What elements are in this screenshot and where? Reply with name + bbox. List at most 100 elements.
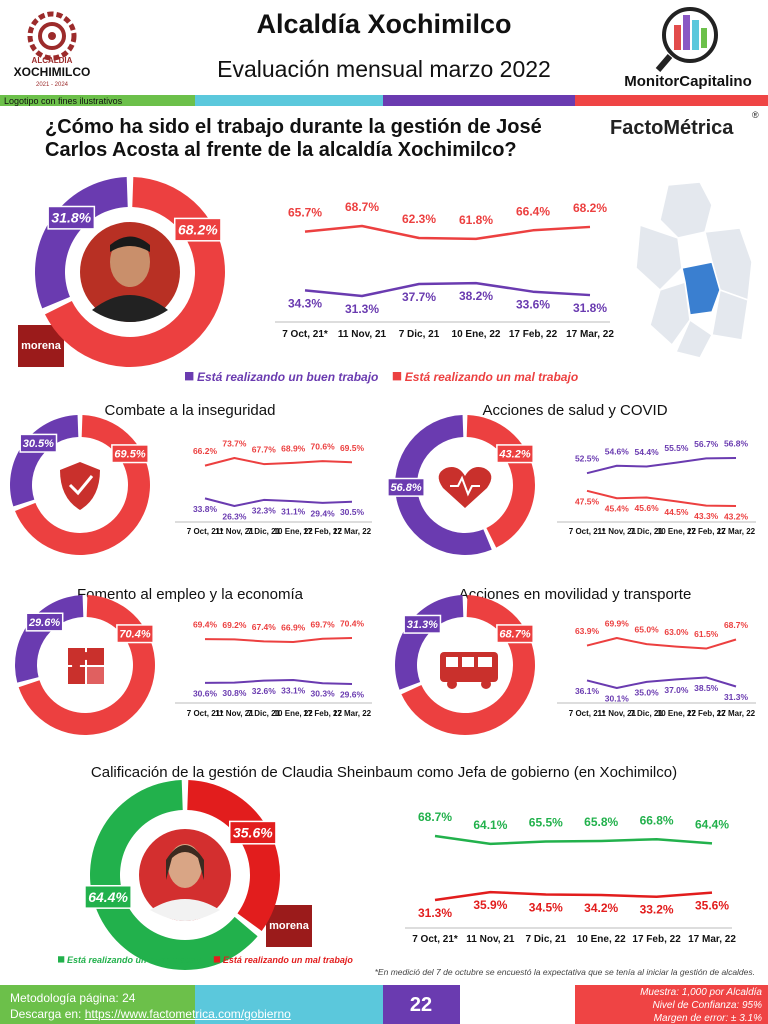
- legend-swatch: [213, 956, 221, 963]
- value-label: 47.5%: [575, 496, 600, 506]
- value-label: 69.5%: [340, 443, 365, 453]
- registered: ®: [752, 110, 759, 120]
- legend-label: Está realizando un buen trabajo: [67, 955, 204, 965]
- shield-icon: [60, 462, 100, 510]
- line: [586, 637, 737, 650]
- footnote: *En medició del 7 de octubre se encuestó…: [375, 967, 755, 977]
- panel-title: Calificación de la gestión de Claudia Sh…: [91, 764, 677, 781]
- line: [304, 281, 591, 298]
- value-label: 68.7%: [345, 200, 379, 214]
- puzzle-icon: [68, 648, 104, 684]
- line: [434, 834, 713, 846]
- value-label: 66.8%: [640, 813, 674, 827]
- value-label: 66.2%: [193, 446, 218, 456]
- donut-label-box: [496, 624, 534, 644]
- value-label: 32.3%: [252, 505, 277, 515]
- value-label: 70.6%: [311, 442, 336, 452]
- legend-swatch: [392, 372, 402, 381]
- value-label: 31.3%: [724, 692, 749, 702]
- donut-label: 69.5%: [114, 449, 145, 461]
- value-label: 45.6%: [635, 503, 660, 513]
- value-label: 69.4%: [193, 620, 218, 630]
- bus-icon: [440, 652, 498, 689]
- donut-label: 31.3%: [407, 619, 438, 631]
- value-label: 31.3%: [418, 906, 452, 920]
- map: [635, 181, 753, 359]
- value-label: 35.6%: [695, 899, 729, 913]
- value-label: 69.7%: [311, 619, 336, 629]
- donut-label-box: [228, 820, 277, 845]
- value-label: 64.4%: [695, 817, 729, 831]
- donut-label: 30.5%: [23, 438, 54, 450]
- party-logo: [18, 325, 64, 367]
- value-label: 34.5%: [529, 901, 563, 915]
- legend-label: Está realizando un mal trabajo: [223, 955, 354, 965]
- donut-label-box: [19, 433, 58, 453]
- footer-link[interactable]: https://www.factometrica.com/gobierno: [84, 1007, 291, 1021]
- footer-info: Muestra: 1,000 por Alcaldía: [640, 987, 762, 998]
- value-label: 67.4%: [252, 622, 277, 632]
- color-bar: [195, 95, 383, 106]
- donut-segment: [394, 415, 492, 556]
- panel-title: Combate a la inseguridad: [105, 402, 276, 419]
- value-label: 31.8%: [573, 301, 607, 315]
- value-label: 44.5%: [664, 507, 689, 517]
- color-bar: [383, 95, 575, 106]
- value-label: 54.4%: [635, 447, 660, 457]
- line: [204, 637, 353, 643]
- line: [204, 457, 353, 467]
- value-label: 66.4%: [516, 204, 550, 218]
- value-label: 52.5%: [575, 454, 600, 464]
- charts: 34.3% 31.3% 37.7% 38.2% 33.6% 31.8% 65.7% 68.7%…: [9, 177, 756, 970]
- line: [204, 497, 353, 507]
- panel-title: Acciones en movilidad y transporte: [459, 586, 692, 603]
- value-label: 34.2%: [584, 901, 618, 915]
- value-label: 66.9%: [281, 622, 306, 632]
- line: [586, 457, 737, 475]
- value-label: 68.7%: [724, 620, 749, 630]
- page-number: 22: [410, 994, 432, 1016]
- value-label: 67.7%: [252, 445, 277, 455]
- value-label: 30.5%: [340, 507, 365, 517]
- alcaldia-logo: [27, 11, 77, 61]
- donut-label-box: [111, 444, 149, 464]
- donut-label-box: [496, 444, 534, 464]
- value-label: 68.7%: [418, 810, 452, 824]
- value-label: 30.3%: [311, 689, 336, 699]
- footer-band: [383, 985, 460, 1024]
- photo: [80, 222, 180, 322]
- value-label: 64.1%: [473, 818, 507, 832]
- value-label: 62.3%: [402, 212, 436, 226]
- value-label: 36.1%: [575, 686, 600, 696]
- value-label: 65.5%: [529, 815, 563, 829]
- value-label: 43.2%: [724, 512, 749, 522]
- photo: [139, 829, 231, 921]
- value-label: 68.2%: [573, 201, 607, 215]
- value-label: 61.8%: [459, 213, 493, 227]
- value-label: 34.3%: [288, 296, 322, 310]
- donut-label: 64.4%: [88, 889, 128, 905]
- party-logo: [266, 905, 312, 947]
- brand2: FactoMétrica: [610, 117, 734, 139]
- shield-icon: [68, 475, 94, 496]
- header-subtitle: Evaluación mensual marzo 2022: [217, 56, 551, 82]
- value-label: 33.1%: [281, 686, 306, 696]
- value-label: 35.0%: [635, 687, 660, 697]
- footer-info: Nivel de Confianza: 95%: [652, 1000, 762, 1011]
- header-title: Alcaldía Xochimilco: [256, 9, 511, 39]
- value-label: 68.9%: [281, 443, 306, 453]
- logo-line: ALCALDÍA: [32, 56, 73, 65]
- value-label: 31.3%: [345, 302, 379, 316]
- value-label: 69.2%: [222, 620, 247, 630]
- line: [204, 679, 353, 685]
- donut-label: 68.2%: [178, 222, 218, 238]
- color-bar: [0, 95, 195, 106]
- value-label: 61.5%: [694, 629, 719, 639]
- value-label: 56.8%: [724, 439, 749, 449]
- value-label: 45.4%: [605, 504, 630, 514]
- value-label: 43.3%: [694, 511, 719, 521]
- value-label: 30.1%: [605, 694, 630, 704]
- value-label: 35.9%: [473, 898, 507, 912]
